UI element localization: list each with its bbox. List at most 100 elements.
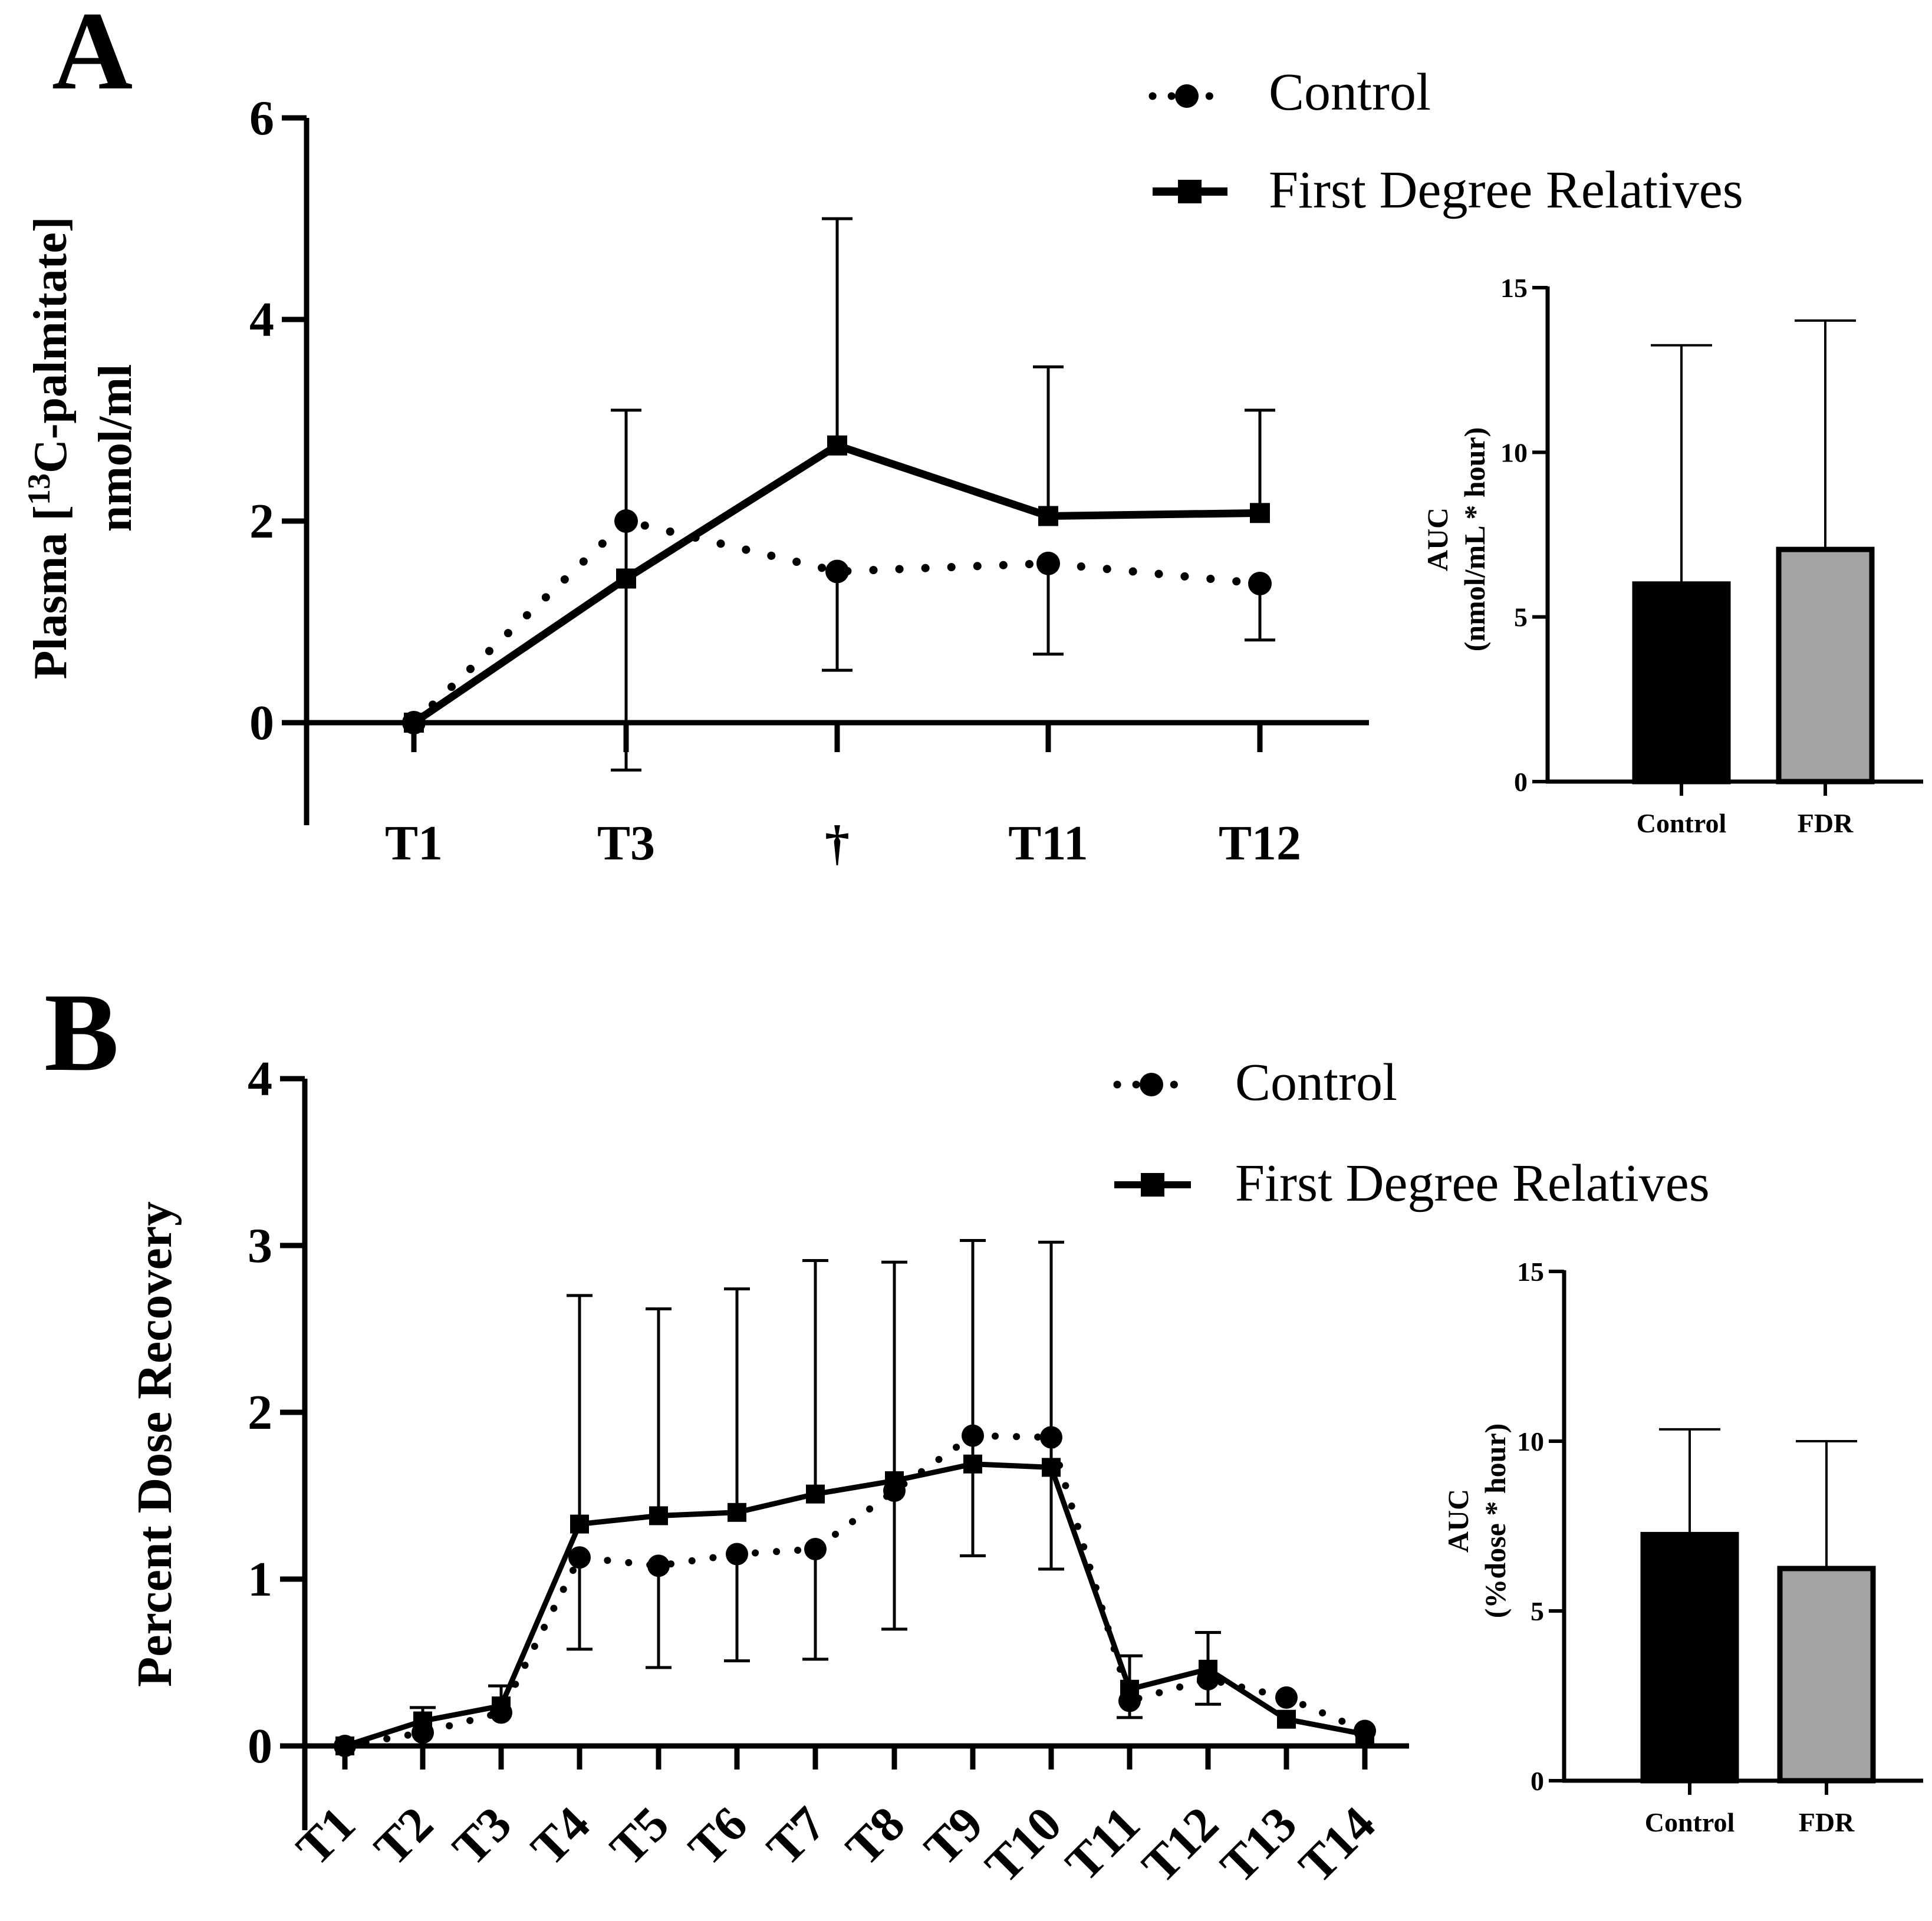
b-line-xtick-label: T7 [756, 1797, 836, 1876]
b-line-xtick-label: T12 [1132, 1797, 1229, 1894]
a-line-point-control [1248, 572, 1272, 596]
b-line-ytick-label: 0 [248, 1719, 272, 1774]
a-bar-ytick-label: 10 [1500, 437, 1528, 467]
a-line-ytick-label: 0 [249, 696, 274, 750]
a-bar-ytick-label: 15 [1500, 273, 1528, 303]
b-line-point-fdr [1355, 1725, 1374, 1744]
b-line-point-fdr [885, 1471, 904, 1491]
b-line-point-control [804, 1538, 827, 1561]
legend-b: Control First Degree Relatives [1113, 1053, 1710, 1212]
b-line-xtick-label: T6 [678, 1797, 758, 1876]
legend-b-fdr-marker [1141, 1173, 1164, 1197]
b-line-point-fdr [335, 1737, 354, 1755]
b-line-point-fdr [806, 1484, 825, 1504]
panel-label-b: B [44, 971, 119, 1095]
b-line-point-control [962, 1424, 984, 1447]
a-line-ylabel: Plasma [13C-palmitate] [21, 217, 77, 680]
a-line-ylabel-suffix: C-palmitate] [25, 217, 77, 473]
a-bar-bar-control [1632, 581, 1731, 785]
b-line-series-control-line [341, 1432, 1368, 1749]
legend-a-control-marker [1175, 84, 1199, 108]
b-bar-ytick-label: 0 [1531, 1766, 1544, 1796]
b-line-xtick-label: T2 [364, 1797, 443, 1876]
b-line-point-fdr [413, 1711, 432, 1731]
b-line-point-control [1275, 1686, 1298, 1709]
b-bar-xtick-label: FDR [1799, 1807, 1855, 1837]
b-line-point-control [568, 1546, 591, 1569]
b-line-point-control [1040, 1426, 1062, 1449]
b-line-point-fdr [728, 1502, 746, 1522]
b-line-ytick-label: 4 [248, 1052, 272, 1106]
b-bar-ylabel-1: AUC [1441, 1489, 1474, 1553]
a-line-xtick-label: T1 [385, 816, 443, 871]
a-bar-bar-fdr [1776, 546, 1875, 785]
b-line-ytick-label: 1 [248, 1552, 272, 1607]
legend-b-fdr-label: First Degree Relatives [1235, 1154, 1710, 1212]
a-line-xtick-label: T12 [1219, 816, 1301, 871]
a-bar-xtick-label: FDR [1798, 808, 1854, 838]
b-line-point-fdr [649, 1506, 668, 1525]
b-line-point-fdr [1199, 1659, 1217, 1679]
a-bar-ytick-label: 0 [1514, 767, 1528, 797]
b-line-xtick-label: T13 [1210, 1797, 1308, 1894]
b-line-xtick-label: T1 [286, 1797, 366, 1876]
legend-a: Control First Degree Relatives [1148, 63, 1743, 219]
a-line-ytick-label: 2 [249, 494, 274, 549]
b-line-ytick-label: 2 [248, 1385, 272, 1440]
b-line-xtick-label: T3 [442, 1797, 522, 1876]
a-line-ytick-label: 6 [249, 91, 274, 146]
b-line-xtick-label: T10 [975, 1797, 1072, 1894]
b-line-point-fdr [963, 1454, 982, 1474]
legend-b-control-marker [1140, 1073, 1163, 1096]
a-bar-ylabel-1: AUC [1421, 508, 1454, 571]
a-bar-xtick-label: Control [1637, 808, 1727, 838]
b-line-xtick-label: T11 [1055, 1797, 1151, 1892]
b-line-ytick-label: 3 [248, 1218, 272, 1273]
b-line-point-fdr [1277, 1709, 1296, 1729]
b-line-point-fdr [1042, 1458, 1061, 1477]
b-bar-ytick-label: 10 [1517, 1426, 1544, 1457]
b-bar-bar-control [1640, 1531, 1739, 1784]
a-line-ylabel-sup: 13 [21, 473, 57, 505]
b-line-point-control [647, 1554, 670, 1577]
a-line-ylabel-prefix: Plasma [ [25, 505, 77, 680]
a-bar-ytick-label: 5 [1514, 602, 1528, 632]
a-line-point-fdr [404, 713, 424, 733]
b-line-xtick-label: T5 [600, 1797, 679, 1876]
b-bar-ylabel-2: (%dose * hour) [1479, 1424, 1512, 1619]
b-line-point-fdr [1120, 1679, 1139, 1699]
b-line-xtick-label: T4 [521, 1797, 600, 1876]
a-line-point-fdr [1250, 503, 1270, 523]
a-line-xtick-label: † [825, 816, 850, 871]
b-bar-ytick-label: 15 [1517, 1257, 1544, 1287]
a-line-point-control [614, 509, 638, 533]
a-line-point-fdr [616, 568, 636, 589]
b-line-point-control [726, 1543, 748, 1566]
a-line-point-control [825, 559, 849, 584]
a-line-point-fdr [827, 435, 847, 456]
legend-a-fdr-marker [1178, 180, 1202, 203]
b-bar-ytick-label: 5 [1531, 1596, 1544, 1626]
legend-b-control-label: Control [1235, 1053, 1397, 1112]
a-line-xtick-label: T3 [597, 816, 655, 871]
b-line-xtick-label: T8 [835, 1797, 915, 1876]
b-bar-xtick-label: Control [1645, 1807, 1735, 1837]
a-line-xtick-label: T11 [1008, 816, 1088, 871]
b-line-ylabel: Percent Dose Recovery [127, 1201, 182, 1687]
legend-a-fdr-label: First Degree Relatives [1269, 161, 1743, 219]
b-line-point-fdr [570, 1514, 589, 1534]
panel-label-a: A [52, 0, 133, 113]
a-line-point-control [1036, 551, 1060, 575]
b-line-xtick-label: T9 [914, 1797, 993, 1876]
a-line-point-fdr [1038, 506, 1058, 526]
legend-a-control-label: Control [1269, 63, 1431, 121]
a-bar-ylabel-2: (nmol/mL * hour) [1458, 427, 1491, 652]
b-bar-bar-fdr [1777, 1566, 1876, 1784]
a-line-ylabel-units: nmol/ml [90, 364, 141, 532]
b-line-xtick-label: T14 [1289, 1797, 1386, 1894]
a-line-ytick-label: 4 [249, 292, 274, 347]
b-line-point-fdr [492, 1696, 511, 1716]
b-line-series-fdr-line [344, 1461, 1365, 1749]
